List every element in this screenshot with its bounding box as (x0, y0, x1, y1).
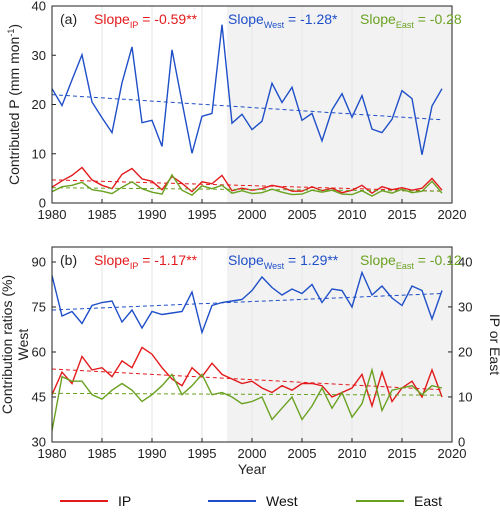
y-tick-label: 75 (32, 300, 46, 315)
x-tick-label: 2015 (388, 207, 417, 222)
slope-annotation-east: SlopeEast = -0.12 (360, 252, 462, 271)
panel-label: (a) (60, 11, 77, 27)
x-tick-label: 2020 (438, 207, 467, 222)
x-tick-label: 1985 (88, 207, 117, 222)
shaded-period-b (227, 247, 452, 442)
shaded-period-a (227, 6, 452, 203)
x-tick-label: 2000 (238, 446, 267, 461)
y-tick-label: 30 (32, 435, 46, 450)
y-axis-label-b-west: West (15, 329, 31, 361)
series-line-west (51, 24, 443, 155)
legend-label-ip: IP (118, 493, 131, 509)
y-tick-label: 10 (32, 146, 46, 161)
x-tick-label: 1990 (138, 207, 167, 222)
x-tick-label: 2020 (438, 446, 467, 461)
x-tick-label: 2010 (338, 207, 367, 222)
trend-line-east (51, 392, 443, 396)
x-tick-label: 1995 (188, 446, 217, 461)
y-axis-label-b: Contribution ratios (%) (0, 275, 15, 414)
y-tick-label: 0 (39, 196, 46, 211)
trend-line-east (51, 187, 443, 192)
panel-label: (b) (60, 252, 77, 268)
x-tick-label: 1980 (38, 446, 67, 461)
y-right-tick-label: 30 (458, 299, 472, 314)
x-tick-label: 2005 (288, 446, 317, 461)
x-tick-label: 1990 (138, 446, 167, 461)
x-tick-label: 1980 (38, 207, 67, 222)
y-axis-label-a: Contributed P (mm mon-1) (6, 24, 22, 185)
y-tick-label: 45 (32, 390, 46, 405)
trend-line-west (51, 94, 443, 121)
y-tick-label: 40 (32, 0, 46, 14)
x-axis-label: Year (238, 461, 267, 477)
y-tick-label: 90 (32, 255, 46, 270)
series-line-east (51, 367, 443, 431)
y-tick-label: 20 (32, 97, 46, 112)
slope-annotation-west: SlopeWest = -1.28* (228, 11, 338, 30)
y-tick-label: 60 (32, 345, 46, 360)
y-tick-label: 30 (32, 48, 46, 63)
x-tick-label: 1985 (88, 446, 117, 461)
series-line-west (51, 270, 443, 335)
y-right-tick-label: 20 (458, 344, 472, 359)
legend-label-west: West (266, 493, 298, 509)
slope-annotation-ip: SlopeIP = -0.59** (94, 11, 198, 30)
slope-annotation-east: SlopeEast = -0.28 (360, 11, 462, 30)
y-right-tick-label: 0 (458, 435, 465, 450)
x-tick-label: 2005 (288, 207, 317, 222)
legend-label-east: East (414, 493, 442, 509)
slope-annotation-west: SlopeWest = 1.29** (228, 252, 339, 271)
legend: IP West East (60, 493, 442, 509)
trend-line-west (51, 293, 443, 311)
y-right-axis-label-b: IP or East (487, 314, 500, 375)
x-tick-label: 2015 (388, 446, 417, 461)
trend-line-ip (51, 179, 443, 192)
x-tick-label: 2000 (238, 207, 267, 222)
trend-line-ip (51, 368, 443, 391)
y-right-tick-label: 40 (458, 254, 472, 269)
slope-annotation-ip: SlopeIP = -1.17** (94, 252, 198, 271)
y-right-tick-label: 10 (458, 389, 472, 404)
series-line-east (51, 173, 443, 197)
x-tick-label: 2010 (338, 446, 367, 461)
panel-b: 1980 1985 1990 1995 2000 2005 2010 2015 20203045… (0, 246, 500, 477)
x-tick-label: 1995 (188, 207, 217, 222)
panel-a: 1980 1985 1990 1995 2000 2005 2010 2015 2020 0 10 2… (6, 0, 466, 222)
